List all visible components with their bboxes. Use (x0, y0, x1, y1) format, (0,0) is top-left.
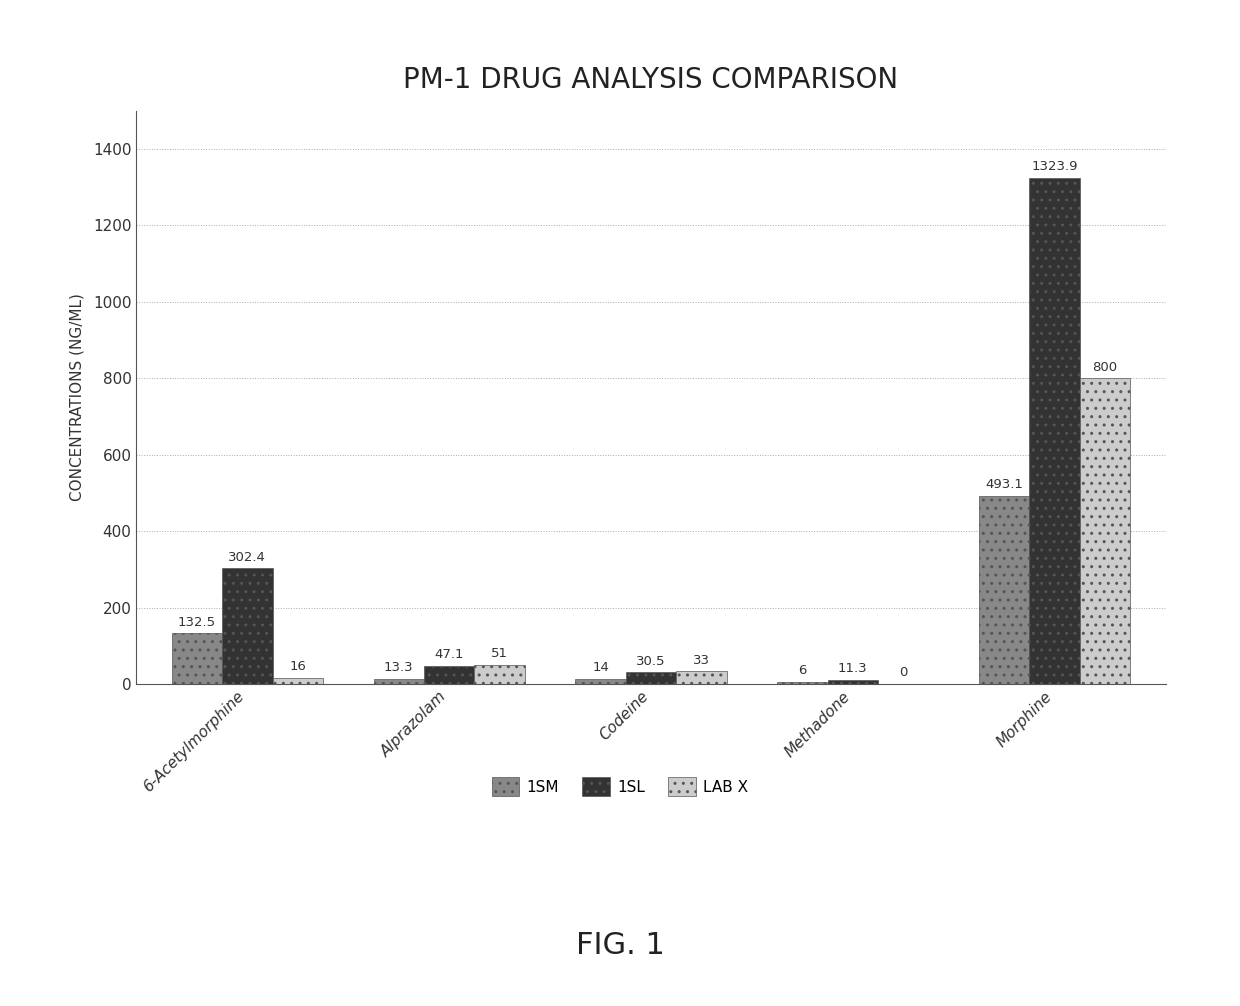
Text: 14: 14 (593, 661, 609, 674)
Legend: 1SM, 1SL, LAB X: 1SM, 1SL, LAB X (486, 772, 754, 802)
Text: 493.1: 493.1 (986, 478, 1023, 491)
Text: FIG. 1: FIG. 1 (575, 932, 665, 960)
Text: 11.3: 11.3 (838, 662, 868, 675)
Y-axis label: CONCENTRATIONS (NG/ML): CONCENTRATIONS (NG/ML) (69, 294, 84, 501)
Bar (827, 680, 878, 684)
Text: 0: 0 (899, 667, 908, 679)
Bar (171, 634, 222, 684)
Title: PM-1 DRUG ANALYSIS COMPARISON: PM-1 DRUG ANALYSIS COMPARISON (403, 66, 899, 95)
Bar (222, 568, 273, 684)
Text: 51: 51 (491, 647, 508, 660)
Text: 302.4: 302.4 (228, 551, 267, 564)
Bar (777, 682, 827, 684)
Text: 30.5: 30.5 (636, 655, 666, 668)
Bar (373, 679, 424, 684)
Bar (273, 678, 324, 684)
Bar (978, 496, 1029, 684)
Text: 6: 6 (799, 664, 806, 677)
Bar (575, 679, 626, 684)
Bar (475, 665, 525, 684)
Text: 1323.9: 1323.9 (1032, 160, 1078, 173)
Bar (676, 671, 727, 684)
Text: 13.3: 13.3 (384, 661, 414, 674)
Text: 800: 800 (1092, 361, 1117, 373)
Bar (1080, 378, 1131, 684)
Bar (626, 672, 676, 684)
Text: 132.5: 132.5 (177, 616, 216, 629)
Text: 16: 16 (289, 660, 306, 673)
Text: 47.1: 47.1 (434, 649, 464, 662)
Text: 33: 33 (693, 654, 711, 667)
Bar (424, 666, 475, 684)
Bar (1029, 178, 1080, 684)
